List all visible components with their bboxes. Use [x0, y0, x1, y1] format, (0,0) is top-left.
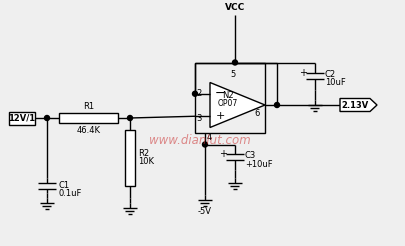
- Text: 10K: 10K: [138, 157, 153, 167]
- Text: +: +: [218, 149, 226, 159]
- Bar: [59, 113, 117, 123]
- Circle shape: [274, 103, 279, 108]
- Text: +10uF: +10uF: [244, 160, 272, 169]
- Circle shape: [45, 116, 49, 121]
- Text: C1: C1: [59, 181, 70, 189]
- Text: -5V: -5V: [198, 206, 211, 215]
- Text: 2: 2: [196, 89, 201, 98]
- Text: 46.4K: 46.4K: [76, 126, 100, 135]
- Circle shape: [127, 116, 132, 121]
- Text: 4: 4: [207, 133, 212, 142]
- Text: C2: C2: [324, 70, 335, 79]
- Bar: [125, 130, 135, 186]
- Text: www.dianlut.com: www.dianlut.com: [149, 134, 250, 147]
- Circle shape: [192, 91, 197, 96]
- Text: C3: C3: [244, 151, 256, 160]
- Text: 3: 3: [196, 114, 201, 123]
- Text: 6: 6: [254, 108, 259, 118]
- Text: VCC: VCC: [224, 3, 245, 12]
- Bar: [194, 62, 264, 133]
- Text: 5: 5: [230, 70, 235, 79]
- Text: 10uF: 10uF: [324, 78, 345, 87]
- Text: R2: R2: [138, 149, 149, 157]
- Text: −: −: [214, 87, 225, 100]
- Text: +: +: [298, 68, 306, 78]
- Text: 0.1uF: 0.1uF: [59, 188, 82, 198]
- Text: R1: R1: [83, 102, 94, 111]
- Text: 2.13V: 2.13V: [341, 101, 368, 109]
- Text: OP07: OP07: [217, 98, 238, 108]
- Polygon shape: [209, 82, 264, 127]
- Bar: [9, 111, 35, 124]
- Polygon shape: [339, 98, 376, 111]
- Text: +: +: [215, 111, 224, 121]
- Circle shape: [202, 142, 207, 147]
- Text: 12V/1: 12V/1: [9, 113, 36, 123]
- Text: N2: N2: [222, 91, 233, 99]
- Circle shape: [232, 60, 237, 65]
